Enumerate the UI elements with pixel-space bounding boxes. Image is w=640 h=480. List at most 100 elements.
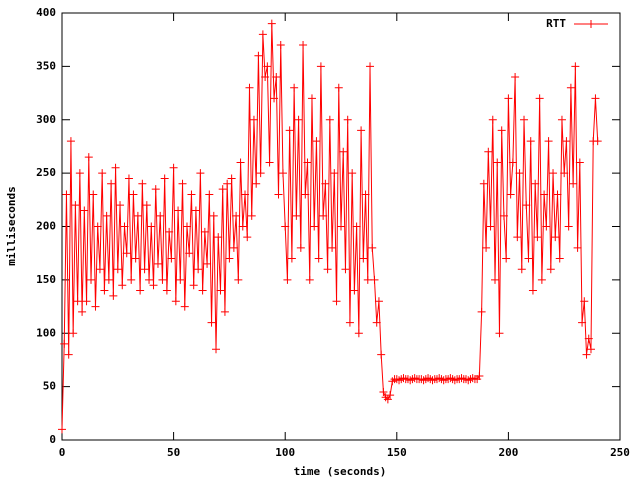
point [513, 233, 522, 242]
point [493, 158, 502, 167]
point [312, 137, 321, 146]
point [62, 190, 71, 199]
point [562, 137, 571, 146]
point [196, 169, 205, 178]
point [194, 265, 203, 274]
point [245, 83, 254, 92]
point [294, 115, 303, 124]
point [225, 254, 234, 263]
point [238, 222, 247, 231]
point [348, 169, 357, 178]
point [383, 395, 392, 404]
point [339, 147, 348, 156]
point [162, 286, 171, 295]
point [223, 179, 232, 188]
point [359, 254, 368, 263]
point [78, 307, 87, 316]
point [314, 254, 323, 263]
point [131, 254, 140, 263]
point [535, 94, 544, 103]
point [127, 275, 136, 284]
point [153, 259, 162, 268]
point [102, 211, 111, 220]
point [319, 211, 328, 220]
point [495, 329, 504, 338]
point [234, 275, 243, 284]
point [216, 286, 225, 295]
x-tick-label: 150 [387, 446, 407, 459]
point [258, 30, 267, 39]
point [301, 190, 310, 199]
point [98, 169, 107, 178]
point [151, 185, 160, 194]
point [160, 174, 169, 183]
point [337, 222, 345, 231]
point [374, 297, 383, 306]
point [243, 233, 252, 242]
point [220, 307, 229, 316]
y-tick-label: 350 [36, 59, 56, 72]
point [169, 163, 178, 172]
point [515, 169, 524, 178]
point [182, 222, 191, 231]
point [111, 163, 120, 172]
point [58, 425, 66, 434]
point [100, 286, 109, 295]
y-axis-label: milliseconds [5, 186, 18, 265]
point [564, 222, 573, 231]
point [575, 158, 584, 167]
point [185, 249, 194, 258]
point [517, 265, 526, 274]
point [140, 265, 149, 274]
point [80, 206, 89, 215]
point [252, 179, 261, 188]
point [307, 94, 316, 103]
y-tick-label: 50 [43, 380, 56, 393]
point [118, 281, 127, 290]
point [227, 174, 236, 183]
point [198, 286, 207, 295]
legend-marker [587, 20, 595, 28]
point [531, 179, 540, 188]
point [69, 329, 78, 338]
point [296, 243, 305, 252]
point [499, 211, 508, 220]
point [124, 174, 133, 183]
point [310, 222, 319, 231]
point [486, 222, 495, 231]
point [165, 227, 174, 236]
y-tick-label: 250 [36, 166, 56, 179]
point [136, 286, 145, 295]
point [287, 254, 296, 263]
x-tick-label: 0 [59, 446, 66, 459]
point [593, 137, 602, 146]
point [325, 115, 334, 124]
point [247, 211, 256, 220]
point [323, 265, 332, 274]
point [537, 275, 546, 284]
point [544, 137, 553, 146]
point [528, 286, 537, 295]
point [484, 147, 493, 156]
point [113, 265, 122, 274]
point [209, 211, 218, 220]
point [571, 62, 580, 71]
point [321, 179, 330, 188]
point [361, 190, 370, 199]
point [508, 158, 517, 167]
point [71, 201, 80, 210]
point [158, 275, 167, 284]
point [149, 281, 158, 290]
point [533, 233, 542, 242]
y-tick-label: 100 [36, 326, 56, 339]
point [84, 153, 93, 162]
point [504, 94, 513, 103]
point [145, 275, 154, 284]
y-tick-label: 150 [36, 273, 56, 286]
point [178, 179, 187, 188]
point [299, 41, 308, 50]
point [582, 350, 591, 359]
point [207, 318, 216, 327]
point [506, 190, 515, 199]
